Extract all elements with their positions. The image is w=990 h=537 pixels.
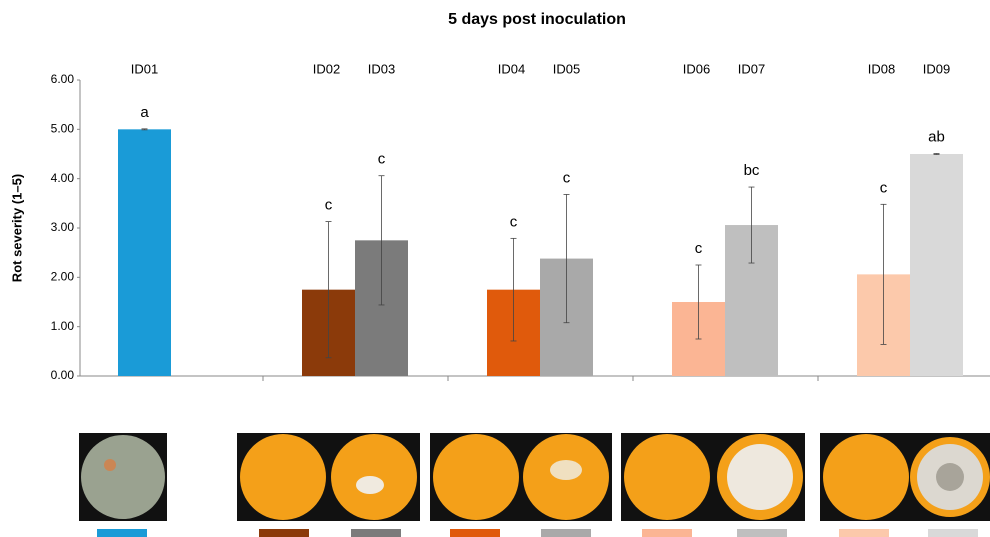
significance-letter: c bbox=[880, 179, 888, 196]
color-swatch bbox=[839, 529, 889, 537]
y-axis-label: Rot severity (1–5) bbox=[9, 174, 24, 282]
chart-title: 5 days post inoculation bbox=[448, 11, 626, 28]
color-swatch bbox=[541, 529, 591, 537]
y-tick-label: 6.00 bbox=[51, 72, 75, 86]
significance-letter: c bbox=[510, 213, 518, 230]
color-swatch bbox=[97, 529, 147, 537]
category-label: ID04 bbox=[498, 61, 525, 76]
y-tick-label: 4.00 bbox=[51, 171, 75, 185]
significance-letter: bc bbox=[744, 162, 760, 179]
y-tick-label: 5.00 bbox=[51, 122, 75, 136]
bar bbox=[118, 129, 171, 376]
color-swatch bbox=[351, 529, 401, 537]
color-swatch bbox=[737, 529, 787, 537]
significance-letter: c bbox=[695, 240, 703, 257]
category-label: ID08 bbox=[868, 61, 895, 76]
category-label: ID01 bbox=[131, 61, 158, 76]
bar bbox=[910, 154, 963, 376]
significance-letter: c bbox=[563, 169, 571, 186]
category-label: ID07 bbox=[738, 61, 765, 76]
chart: 5 days post inoculation Rot severity (1–… bbox=[0, 0, 990, 537]
photos bbox=[79, 433, 990, 521]
category-label: ID02 bbox=[313, 61, 340, 76]
color-swatch bbox=[642, 529, 692, 537]
y-tick-label: 2.00 bbox=[51, 270, 75, 284]
significance-letter: a bbox=[140, 104, 149, 121]
y-tick-label: 0.00 bbox=[51, 368, 75, 382]
category-label: ID09 bbox=[923, 61, 950, 76]
color-swatch bbox=[450, 529, 500, 537]
significance-letter: c bbox=[378, 151, 386, 168]
category-label: ID06 bbox=[683, 61, 710, 76]
y-tick-label: 1.00 bbox=[51, 319, 75, 333]
color-swatch bbox=[259, 529, 309, 537]
y-tick-label: 3.00 bbox=[51, 220, 75, 234]
significance-letter: ab bbox=[928, 128, 945, 145]
category-label: ID03 bbox=[368, 61, 395, 76]
color-swatch bbox=[928, 529, 978, 537]
category-label: ID05 bbox=[553, 61, 580, 76]
significance-letter: c bbox=[325, 197, 333, 214]
